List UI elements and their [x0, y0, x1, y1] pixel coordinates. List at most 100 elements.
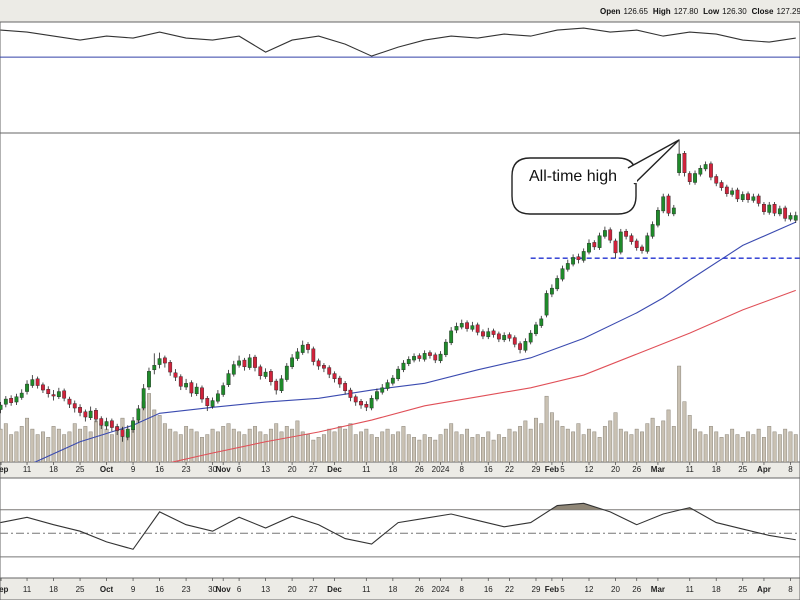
volume-bar — [343, 428, 348, 462]
volume-bar — [88, 431, 93, 462]
candle-body — [709, 163, 713, 178]
candle-body — [714, 176, 719, 184]
candle-body — [756, 195, 761, 204]
volume-bar — [109, 434, 114, 462]
candle-body — [327, 367, 332, 375]
quote-value: 126.65 — [623, 7, 648, 16]
volume-bar — [99, 423, 104, 462]
volume-bar — [56, 428, 61, 462]
x-tick-label: Oct — [100, 585, 114, 594]
x-tick-label: 11 — [686, 585, 695, 594]
x-tick-label: Sep — [0, 585, 9, 594]
volume-bar — [486, 431, 491, 462]
candle-body — [613, 240, 618, 254]
volume-bar — [380, 431, 385, 462]
volume-bar — [560, 426, 565, 462]
candle-body — [141, 388, 146, 409]
volume-bar — [475, 434, 480, 462]
candle-body — [682, 153, 687, 173]
candle-body — [210, 400, 215, 407]
candle-body — [751, 196, 756, 201]
candle-body — [215, 393, 220, 402]
candle-body — [608, 229, 613, 241]
volume-bar — [618, 428, 623, 462]
candle-body — [375, 391, 379, 400]
volume-bar — [0, 428, 3, 462]
candle-body — [369, 398, 374, 409]
candle-body — [735, 189, 740, 200]
volume-bar — [459, 434, 464, 462]
volume-bar — [226, 423, 231, 462]
candle-body — [587, 242, 591, 253]
candle-body — [390, 377, 395, 384]
candle-body — [104, 421, 109, 427]
candle-body — [253, 356, 257, 368]
candle-body — [178, 376, 183, 387]
candle-body — [46, 389, 51, 395]
x-tick-label: 26 — [632, 585, 641, 594]
candle-body — [0, 404, 3, 410]
x-tick-label: 26 — [632, 465, 641, 474]
volume-bar — [687, 415, 692, 462]
volume-bar — [433, 439, 438, 462]
volume-bar — [613, 412, 618, 462]
candle-body — [332, 373, 337, 380]
volume-bar — [772, 431, 777, 462]
volume-bar — [14, 431, 19, 462]
callout-text: All-time high — [528, 168, 618, 185]
candle-body — [237, 360, 241, 366]
x-tick-label: 16 — [484, 585, 493, 594]
x-tick-label: 30 — [208, 585, 217, 594]
candle-body — [428, 352, 432, 356]
x-tick-label: 11 — [686, 465, 695, 474]
volume-bar — [624, 431, 629, 462]
candle-body — [3, 398, 8, 405]
volume-bar — [565, 428, 570, 462]
candle-body — [125, 428, 130, 438]
volume-bar — [321, 434, 326, 462]
candle-body — [788, 215, 793, 220]
x-tick-label: Nov — [216, 585, 232, 594]
volume-bar — [491, 439, 496, 462]
candle-body — [539, 318, 544, 326]
x-tick-label: 18 — [49, 585, 58, 594]
candle-body — [152, 365, 157, 371]
volume-bar — [51, 426, 56, 462]
x-tick-label: 27 — [309, 465, 318, 474]
candle-body — [311, 348, 316, 362]
x-tick-label: 23 — [182, 465, 191, 474]
volume-bar — [173, 431, 178, 462]
candle-body — [433, 354, 438, 361]
candle-body — [629, 235, 634, 242]
volume-bar — [449, 423, 454, 462]
candle-body — [422, 353, 427, 360]
volume-bar — [544, 395, 549, 462]
rsi-layer — [0, 502, 800, 558]
price-layer — [0, 140, 800, 462]
volume-bar — [465, 428, 470, 462]
volume-bar — [337, 426, 342, 462]
quote-value: 127.29 — [776, 7, 800, 16]
x-tick-label: 26 — [415, 465, 424, 474]
candle-body — [115, 426, 120, 431]
x-tick-label: 20 — [288, 585, 297, 594]
candle-body — [677, 153, 682, 173]
candle-body — [666, 195, 671, 214]
candle-body — [661, 196, 666, 212]
volume-bar — [549, 412, 554, 462]
indicator-layer — [0, 27, 800, 58]
volume-bar — [369, 434, 374, 462]
volume-bar — [364, 428, 369, 462]
candle-body — [173, 372, 178, 378]
candle-body — [200, 387, 204, 400]
candle-body — [597, 235, 602, 248]
volume-bar — [200, 437, 204, 462]
volume-bar — [157, 415, 162, 462]
candle-body — [576, 256, 581, 260]
candle-body — [512, 337, 517, 345]
candle-body — [491, 330, 496, 335]
candle-body — [147, 371, 151, 388]
candle-body — [772, 203, 777, 214]
volume-bar — [35, 434, 40, 462]
